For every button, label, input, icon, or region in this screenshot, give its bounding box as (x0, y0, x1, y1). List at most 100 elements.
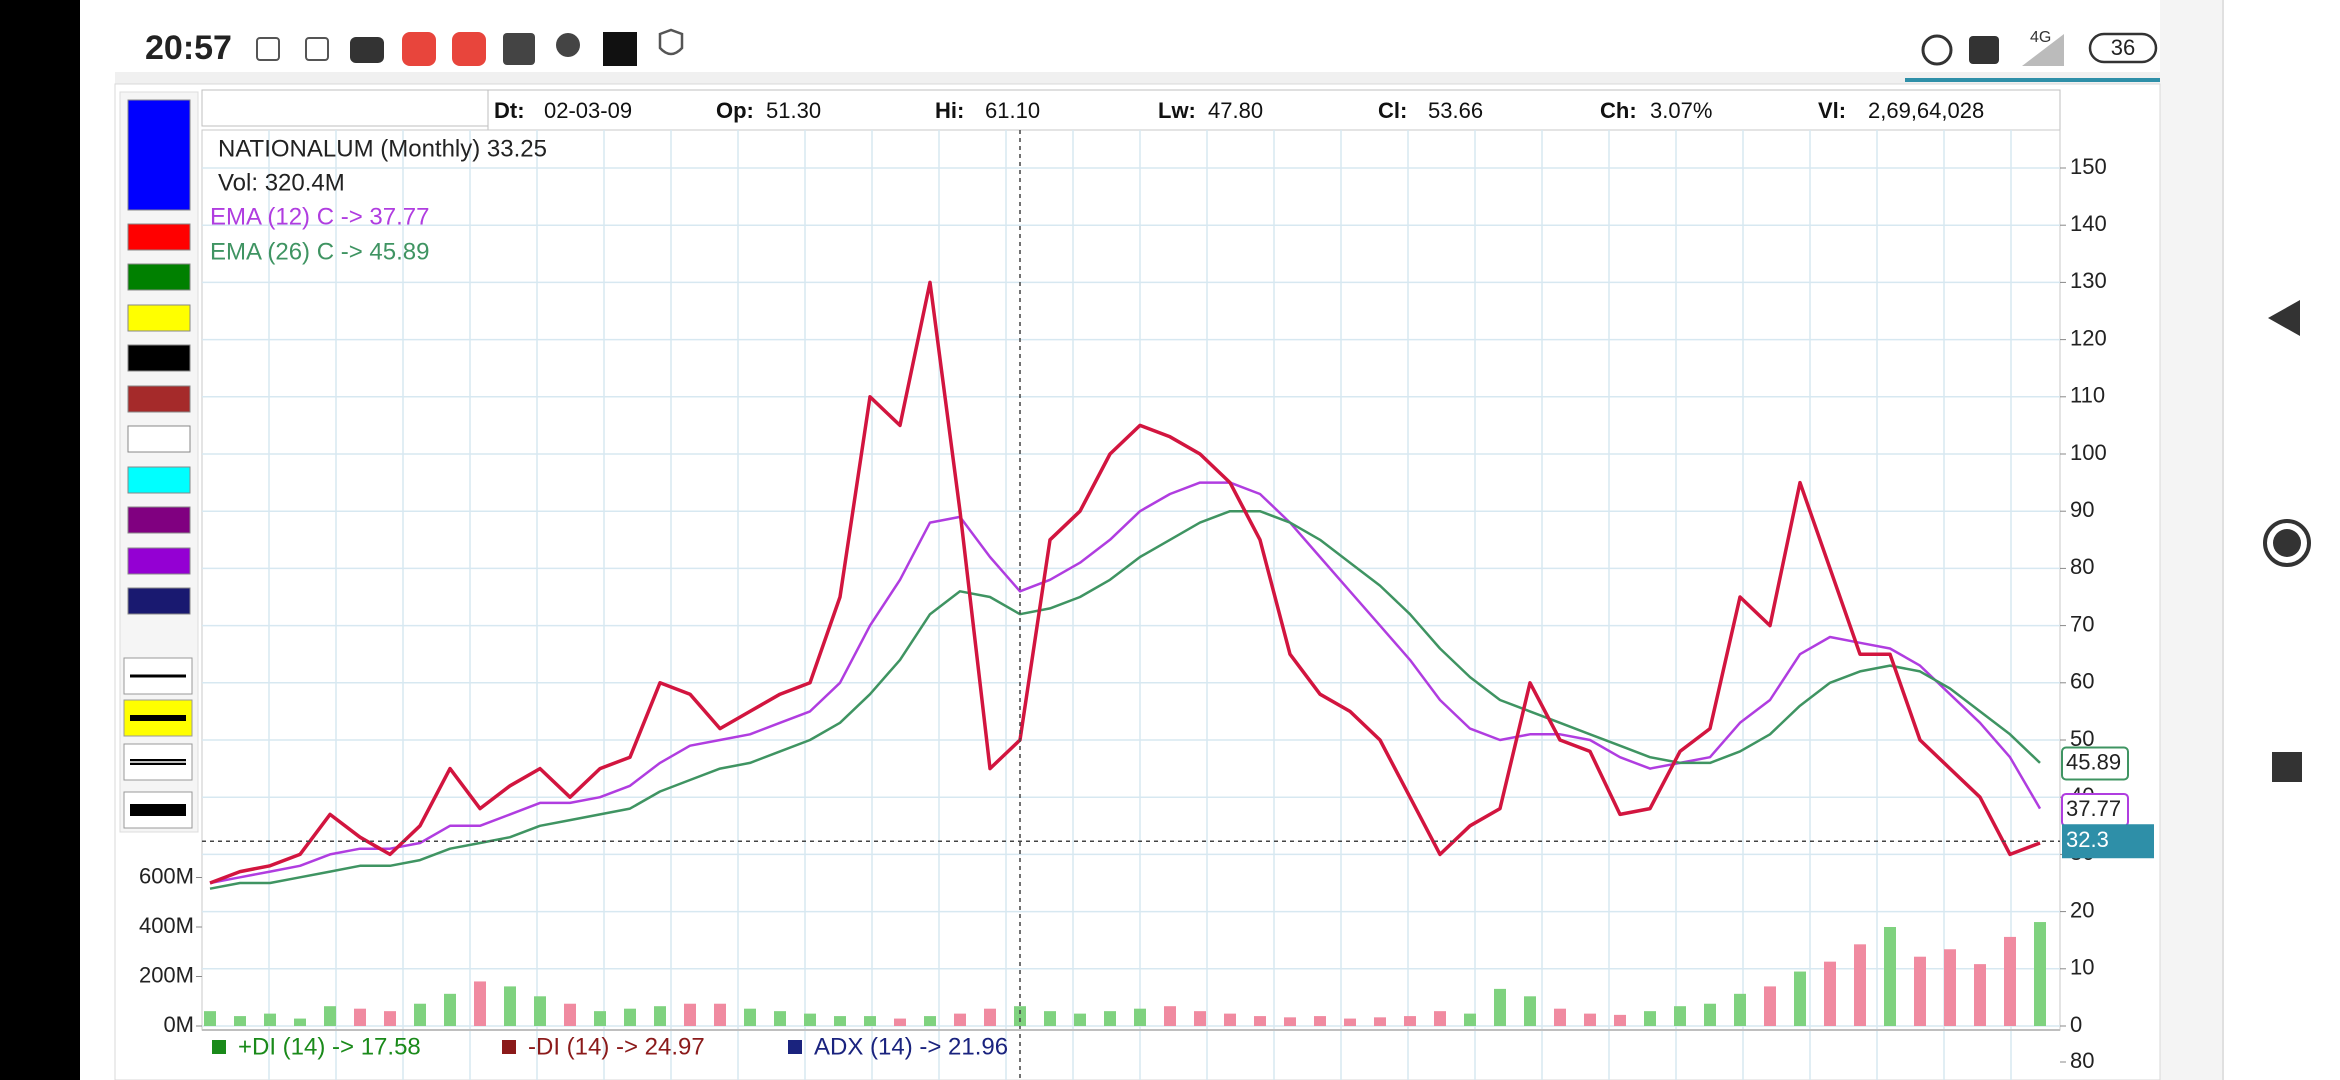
volume-bar (444, 993, 456, 1026)
swatch[interactable] (127, 385, 191, 413)
volume-bar (474, 981, 486, 1026)
indicator-swatch (212, 1040, 226, 1054)
y-tick-label: 100 (2070, 440, 2107, 465)
volume-bar (1224, 1013, 1236, 1026)
y2-tick-label: 400M (139, 913, 194, 938)
volume-bar (1944, 949, 1956, 1026)
volume-bar (1764, 986, 1776, 1026)
volume-bar (264, 1013, 276, 1026)
volume-bar (714, 1003, 726, 1026)
info-value: 61.10 (985, 98, 1040, 123)
indicator-label: +DI (14) -> 17.58 (238, 1033, 421, 1060)
volume-bar (864, 1016, 876, 1026)
volume-bar (1134, 1008, 1146, 1026)
nav-back[interactable] (2268, 300, 2300, 336)
volume-bar (1854, 944, 1866, 1026)
volume-bar (2034, 922, 2046, 1026)
status-time: 20:57 (145, 29, 232, 67)
y-tick-label: 90 (2070, 497, 2094, 522)
volume-bar (1194, 1011, 1206, 1026)
battery-level: 36 (2111, 35, 2135, 60)
volume-bar (1284, 1017, 1296, 1026)
volume-bar (534, 996, 546, 1026)
last-value-box (2061, 746, 2129, 781)
volume-bar (894, 1018, 906, 1026)
volume-bar (1074, 1013, 1086, 1026)
info-value: 2,69,64,028 (1868, 98, 1984, 123)
chart-subtitle: Vol: 320.4M (218, 169, 345, 196)
swatch[interactable] (127, 304, 191, 332)
volume-bar (504, 986, 516, 1026)
volume-bar (1434, 1011, 1446, 1026)
plot: 01020304050607080901001101201301401500M2… (139, 130, 2154, 1080)
status-icon (256, 37, 280, 61)
swatch[interactable] (127, 344, 191, 372)
y2-tick-label: 0M (163, 1012, 194, 1037)
color-palette[interactable] (119, 91, 199, 833)
volume-bar (954, 1013, 966, 1026)
volume-bar (654, 1006, 666, 1026)
y-tick-label: 80 (2070, 554, 2094, 579)
volume-bar (1674, 1006, 1686, 1026)
volume-bar (204, 1011, 216, 1026)
y-tick-label: 10 (2070, 955, 2094, 980)
volume-bar (774, 1011, 786, 1026)
volume-bar (1974, 964, 1986, 1026)
status-icon (603, 32, 637, 66)
info-label: Dt: (494, 98, 525, 123)
status-icon (402, 32, 436, 66)
volume-bar (294, 1018, 306, 1026)
swatch[interactable] (127, 425, 191, 453)
volume-bar (1524, 996, 1536, 1026)
adx-tick-label: 80 (2070, 1048, 2094, 1073)
status-icon (556, 33, 580, 57)
right-gutter (2160, 0, 2223, 1080)
legend-entry: EMA (26) C -> 45.89 (210, 238, 429, 265)
indicator-label: -DI (14) -> 24.97 (528, 1033, 705, 1060)
swatch[interactable] (127, 587, 191, 615)
indicator-label: ADX (14) -> 21.96 (814, 1033, 1008, 1060)
status-icon (452, 32, 486, 66)
y-tick-label: 130 (2070, 268, 2107, 293)
status-icon (1921, 34, 1953, 66)
status-network: 4G (2030, 29, 2051, 46)
info-value: 51.30 (766, 98, 821, 123)
volume-bar (924, 1016, 936, 1026)
status-bar: 20:57 4G 36 (145, 28, 2158, 67)
y-tick-label: 120 (2070, 325, 2107, 350)
swatch[interactable] (127, 263, 191, 291)
volume-bar (234, 1016, 246, 1026)
info-blank (201, 89, 489, 127)
volume-bar (2004, 936, 2016, 1026)
volume-bar (1044, 1011, 1056, 1026)
crosshair-label: 32.3 (2066, 827, 2109, 852)
battery (2088, 32, 2158, 64)
status-icon (1969, 36, 1999, 64)
volume-bar (1104, 1011, 1116, 1026)
nav-recents[interactable] (2272, 752, 2302, 782)
status-icon (350, 37, 384, 63)
swatch[interactable] (127, 506, 191, 534)
swatch[interactable] (127, 223, 191, 251)
y-tick-label: 60 (2070, 669, 2094, 694)
info-value: 3.07% (1650, 98, 1712, 123)
ema-line (209, 481, 2042, 885)
swatch[interactable] (127, 99, 191, 211)
indicator-legend: +DI (14) -> 17.58 -DI (14) -> 24.97 ADX (1… (212, 1033, 2094, 1073)
volume-bar (684, 1003, 696, 1026)
volume-bar (1614, 1014, 1626, 1026)
indicator-swatch (788, 1040, 802, 1054)
price-line (209, 280, 2041, 885)
chart-title: NATIONALUM (Monthly) 33.25 (218, 135, 547, 162)
volume-bar (1404, 1016, 1416, 1026)
toolbar-active (1905, 78, 2160, 82)
swatch[interactable] (127, 466, 191, 494)
volume-bar (1824, 961, 1836, 1026)
swatch[interactable] (127, 547, 191, 575)
volume-bar (1554, 1008, 1566, 1026)
y-tick-label: 0 (2070, 1012, 2082, 1037)
info-value: 53.66 (1428, 98, 1483, 123)
nav-home[interactable] (2263, 519, 2311, 567)
crosshair-box (2062, 824, 2154, 859)
volume-bar (804, 1013, 816, 1026)
